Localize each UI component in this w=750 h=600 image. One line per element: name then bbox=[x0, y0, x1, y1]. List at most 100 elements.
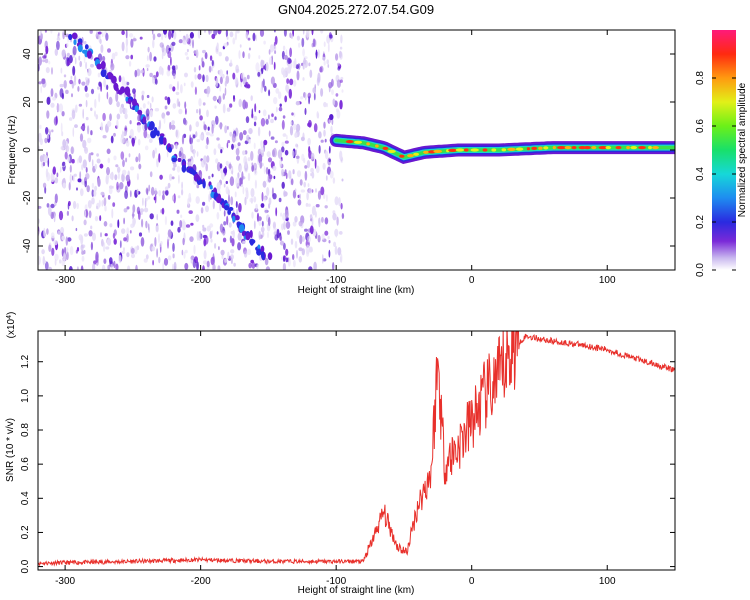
heatmap-noise-speckle bbox=[177, 80, 179, 91]
heatmap-noise-speckle bbox=[157, 33, 162, 38]
heatmap-noise-speckle bbox=[183, 251, 186, 259]
heatmap-noise-speckle bbox=[190, 222, 194, 226]
heatmap-noise-speckle bbox=[293, 79, 297, 87]
heatmap-noise-speckle bbox=[58, 210, 64, 221]
heatmap-noise-speckle bbox=[85, 116, 89, 121]
heatmap-noise-speckle bbox=[125, 174, 130, 182]
heatmap-noise-speckle bbox=[290, 238, 294, 245]
heatmap-noise-speckle bbox=[126, 206, 130, 210]
heatmap-noise-speckle bbox=[213, 148, 217, 156]
heatmap-noise-speckle bbox=[308, 96, 310, 105]
heatmap-noise-speckle bbox=[123, 131, 127, 137]
heatmap-noise-speckle bbox=[57, 230, 62, 235]
heatmap-noise-speckle bbox=[147, 223, 150, 231]
snr-x-tick-label: 100 bbox=[599, 576, 616, 587]
heatmap-noise-speckle bbox=[208, 30, 211, 35]
heatmap-noise-speckle bbox=[97, 72, 101, 78]
heatmap-noise-speckle bbox=[209, 223, 214, 228]
heatmap-noise-speckle bbox=[282, 133, 287, 137]
heatmap-noise-speckle bbox=[298, 255, 302, 263]
heatmap-noise-speckle bbox=[334, 196, 339, 206]
heatmap-noise-speckle bbox=[268, 89, 271, 97]
heatmap-noise-speckle bbox=[339, 256, 342, 263]
heatmap-noise-speckle bbox=[61, 111, 65, 117]
heatmap-noise-speckle bbox=[66, 247, 69, 253]
heatmap-noise-speckle bbox=[117, 166, 121, 174]
heatmap-noise-speckle bbox=[140, 237, 145, 247]
heatmap-noise-speckle bbox=[114, 51, 118, 57]
heatmap-noise-speckle bbox=[170, 220, 174, 226]
heatmap-noise-speckle bbox=[106, 167, 110, 176]
heatmap-noise-speckle bbox=[63, 74, 67, 78]
heatmap-noise-speckle bbox=[292, 123, 297, 131]
heatmap-noise-speckle bbox=[223, 183, 226, 188]
heatmap-noise-speckle bbox=[130, 223, 135, 229]
heatmap-noise-speckle bbox=[41, 249, 45, 255]
heatmap-noise-speckle bbox=[136, 173, 139, 180]
heatmap-noise-speckle bbox=[38, 56, 42, 66]
heatmap-noise-speckle bbox=[84, 204, 88, 211]
heatmap-noise-speckle bbox=[180, 214, 183, 218]
heatmap-noise-speckle bbox=[309, 225, 314, 235]
heatmap-noise-speckle bbox=[229, 31, 234, 38]
heatmap-noise-speckle bbox=[267, 173, 272, 183]
heatmap-noise-speckle bbox=[308, 187, 313, 195]
heatmap-noise-speckle bbox=[148, 184, 151, 192]
heatmap-noise-speckle bbox=[298, 220, 303, 227]
heatmap-noise-speckle bbox=[153, 56, 157, 62]
heatmap-noise-speckle bbox=[203, 250, 207, 260]
heatmap-trace-blob bbox=[261, 251, 265, 260]
heatmap-noise-speckle bbox=[78, 234, 83, 241]
heatmap-noise-speckle bbox=[331, 78, 334, 87]
heatmap-noise-speckle bbox=[327, 42, 330, 53]
heatmap-noise-speckle bbox=[288, 88, 292, 99]
colorbar-tick-label: 0.6 bbox=[695, 119, 706, 133]
heatmap-noise-speckle bbox=[267, 216, 271, 227]
heatmap-noise-speckle bbox=[86, 208, 88, 219]
heatmap-noise-speckle bbox=[81, 81, 86, 86]
heatmap-noise-speckle bbox=[274, 116, 277, 121]
heatmap-noise-speckle bbox=[90, 88, 95, 95]
heatmap-noise-speckle bbox=[129, 190, 132, 198]
heatmap-noise-speckle bbox=[61, 235, 66, 241]
heatmap-noise-speckle bbox=[162, 262, 165, 270]
heatmap-noise-speckle bbox=[125, 55, 130, 60]
heatmap-ridge-peak bbox=[448, 148, 458, 152]
heatmap-noise-speckle bbox=[258, 216, 262, 222]
heatmap-noise-speckle bbox=[79, 60, 82, 68]
heatmap-noise-speckle bbox=[172, 242, 175, 252]
snr-series-line bbox=[38, 331, 675, 567]
heatmap-noise-speckle bbox=[160, 33, 164, 41]
heatmap-noise-speckle bbox=[44, 58, 49, 64]
heatmap-noise-speckle bbox=[234, 191, 237, 198]
heatmap-noise-speckle bbox=[199, 108, 201, 116]
heatmap-noise-speckle bbox=[122, 169, 127, 176]
heatmap-noise-speckle bbox=[251, 261, 256, 269]
heatmap-noise-speckle bbox=[263, 40, 266, 45]
heatmap-noise-speckle bbox=[224, 87, 227, 96]
heatmap-noise-speckle bbox=[238, 98, 242, 108]
heatmap-trace-blob bbox=[127, 98, 132, 105]
heatmap-trace-blob bbox=[249, 238, 255, 245]
heatmap-noise-speckle bbox=[98, 81, 102, 87]
heatmap-noise-speckle bbox=[128, 153, 131, 158]
heatmap-noise-speckle bbox=[62, 182, 67, 189]
heatmap-noise-speckle bbox=[253, 196, 257, 203]
heatmap-noise-speckle bbox=[283, 30, 287, 37]
heatmap-noise-speckle bbox=[86, 185, 90, 193]
snr-y-tick-label: 0.4 bbox=[20, 491, 31, 505]
heatmap-noise-speckle bbox=[164, 215, 167, 226]
heatmap-noise-speckle bbox=[101, 264, 106, 270]
heatmap-noise-speckle bbox=[110, 62, 115, 71]
heatmap-noise-speckle bbox=[262, 109, 267, 117]
heatmap-noise-speckle bbox=[151, 30, 154, 35]
heatmap-noise-speckle bbox=[50, 203, 55, 209]
heatmap-noise-speckle bbox=[154, 78, 158, 85]
heatmap-noise-speckle bbox=[260, 146, 265, 154]
heatmap-noise-speckle bbox=[216, 181, 221, 191]
heatmap-noise-speckle bbox=[258, 55, 261, 60]
heatmap-noise-speckle bbox=[147, 101, 150, 105]
heatmap-noise-speckle bbox=[176, 209, 180, 214]
heatmap-noise-speckle bbox=[257, 126, 261, 137]
snr-y-tick-label: 1.0 bbox=[20, 388, 31, 402]
